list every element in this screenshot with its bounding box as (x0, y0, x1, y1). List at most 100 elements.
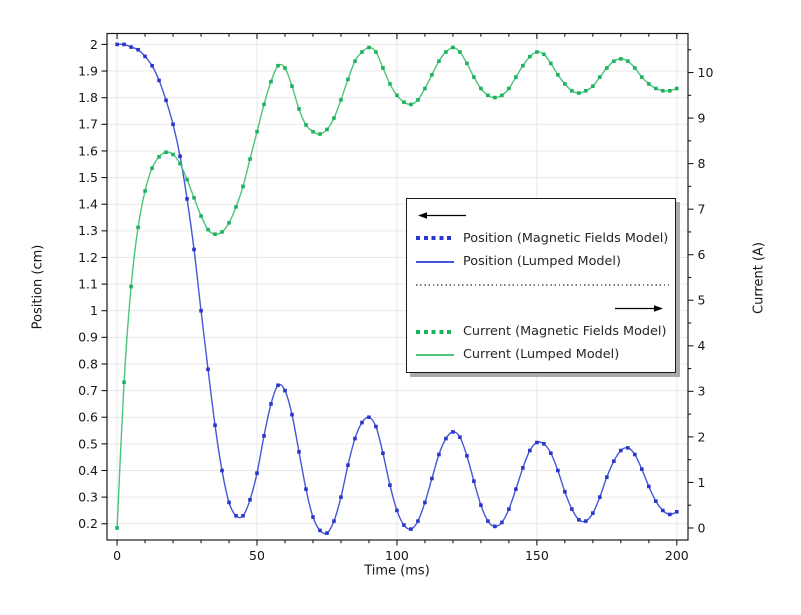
marker (185, 197, 189, 201)
legend-label: Position (Lumped Model) (463, 254, 621, 270)
marker (640, 467, 644, 471)
left-tick-label: 1.2 (78, 250, 98, 265)
marker (619, 57, 623, 61)
marker (248, 157, 252, 161)
marker (591, 511, 595, 515)
left-tick-label: 0.8 (78, 356, 98, 371)
marker (164, 150, 168, 155)
marker (514, 487, 518, 491)
marker (269, 402, 273, 406)
marker (423, 500, 427, 505)
marker (647, 82, 651, 86)
left-tick-label: 1.4 (78, 197, 98, 212)
marker (409, 102, 413, 107)
marker (458, 50, 462, 54)
marker (332, 519, 336, 523)
marker (199, 214, 203, 218)
series-swatch-dotted-blue (416, 236, 454, 241)
left-tick-label: 1 (90, 303, 98, 318)
marker (122, 42, 126, 47)
right-tick-label: 6 (698, 247, 706, 262)
marker (339, 98, 343, 102)
left-tick-label: 1.1 (78, 276, 98, 291)
marker (465, 61, 469, 66)
marker (612, 459, 616, 463)
marker (171, 122, 175, 127)
marker (430, 73, 434, 77)
marker (262, 102, 266, 107)
marker (542, 442, 546, 446)
marker (605, 66, 609, 70)
marker (325, 127, 329, 132)
marker (339, 495, 343, 499)
right-tick-label: 0 (698, 520, 706, 535)
marker (416, 519, 420, 523)
marker (283, 388, 287, 393)
marker (255, 471, 259, 475)
x-tick-label: 200 (665, 548, 689, 563)
marker (164, 98, 168, 103)
marker (654, 499, 658, 503)
left-tick-label: 0.6 (78, 410, 98, 425)
marker (255, 129, 259, 134)
marker (570, 507, 574, 511)
marker (325, 531, 329, 535)
right-tick-label: 10 (698, 65, 714, 80)
marker (178, 161, 182, 166)
marker (206, 367, 210, 372)
right-tick-label: 9 (698, 110, 706, 125)
marker (227, 500, 231, 505)
left-axis-title: Position (cm) (30, 244, 46, 330)
marker (269, 79, 273, 84)
series-swatch-solid-green (416, 354, 454, 356)
marker (479, 86, 483, 91)
marker (157, 78, 161, 83)
marker (430, 476, 434, 481)
marker (437, 452, 441, 457)
left-tick-label: 0.4 (78, 463, 98, 478)
marker (521, 63, 525, 68)
marker (591, 84, 595, 88)
marker (402, 523, 406, 527)
marker (542, 52, 546, 57)
x-tick-label: 50 (249, 548, 265, 563)
marker (451, 430, 455, 434)
marker (528, 54, 532, 59)
x-tick-label: 0 (113, 548, 121, 563)
left-arrow-icon (418, 211, 466, 219)
marker (276, 63, 280, 68)
marker (220, 230, 224, 234)
marker (199, 308, 203, 313)
marker (178, 154, 182, 159)
legend-item: Current (Lumped Model) (416, 347, 669, 363)
legend-right-axis-arrow-row (416, 300, 669, 316)
marker (395, 508, 399, 513)
marker (248, 497, 252, 502)
marker (479, 503, 483, 507)
right-axis-title: Current (A) (751, 242, 767, 314)
series-swatch-solid-blue (416, 260, 454, 263)
legend-separator (416, 277, 669, 293)
marker (619, 448, 623, 453)
marker (570, 88, 574, 93)
marker (122, 380, 126, 385)
left-tick-label: 0.3 (78, 490, 98, 505)
left-tick-label: 0.7 (78, 383, 98, 398)
marker (234, 513, 238, 518)
marker (360, 50, 364, 54)
marker (472, 75, 476, 79)
marker (598, 495, 602, 499)
marker (598, 75, 602, 79)
marker (220, 468, 224, 473)
marker (346, 463, 350, 467)
marker (115, 42, 119, 47)
marker (668, 88, 672, 93)
marker (675, 86, 679, 91)
marker (514, 75, 518, 79)
marker (381, 66, 385, 70)
right-arrow-icon (615, 305, 663, 312)
marker (241, 184, 245, 189)
marker (668, 512, 672, 517)
legend-label: Position (Magnetic Fields Model) (463, 230, 669, 246)
marker (654, 86, 658, 91)
